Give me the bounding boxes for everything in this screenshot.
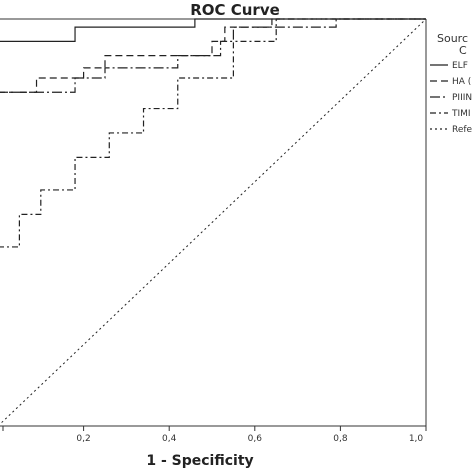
x-ticks: 0,2 0,4 0,6 0,8 1,0 [2,426,427,444]
series-layer [0,18,427,425]
legend-title-line-2: C [459,44,467,57]
x-axis-label: 1 - Specificity [146,453,253,469]
x-tick-label: 0,6 [248,434,263,444]
series-line-elf [0,18,426,42]
legend-entries: ELF HA ( PIIIN TIMI Refe [430,61,473,135]
legend-entry-label: ELF [452,61,468,71]
chart-title: ROC Curve [190,1,280,19]
legend-entry-label: PIIIN [452,93,472,103]
x-tick-label: 0,2 [76,434,90,444]
legend-entry-label: TIMI [451,109,471,119]
series-line-refe [0,18,427,425]
legend-entry-label: HA ( [452,77,471,87]
series-line-piiin [0,18,426,93]
x-tick-label: 1,0 [409,434,424,444]
series-line-ha [0,18,426,93]
legend: Sourc C ELF HA ( PIIIN TIMI Refe [430,32,473,135]
x-tick-label: 0,8 [333,434,348,444]
legend-entry-label: Refe [452,125,473,135]
plot-area: 0,2 0,4 0,6 0,8 1,0 [0,18,427,444]
series-line-timi [0,18,426,248]
x-tick-label: 0,4 [162,434,177,444]
legend-title-line-1: Sourc [437,32,468,45]
